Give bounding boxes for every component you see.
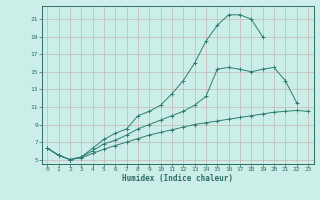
X-axis label: Humidex (Indice chaleur): Humidex (Indice chaleur): [122, 174, 233, 183]
